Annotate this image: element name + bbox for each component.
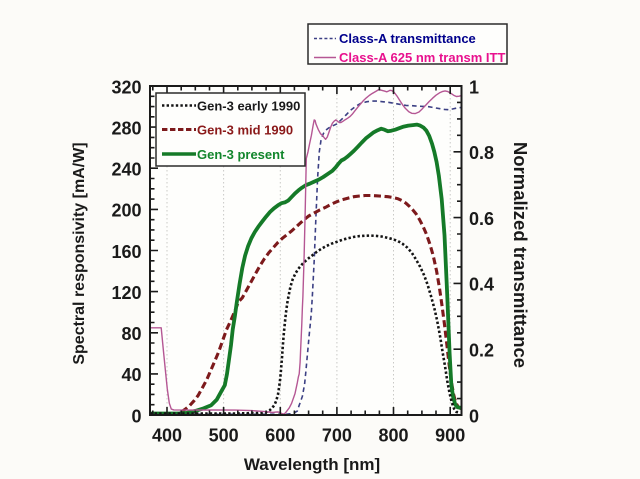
svg-text:Gen-3 mid 1990: Gen-3 mid 1990 [197, 123, 293, 138]
svg-text:Gen-3 early 1990: Gen-3 early 1990 [197, 99, 300, 114]
svg-text:700: 700 [322, 426, 352, 446]
svg-text:800: 800 [378, 426, 408, 446]
svg-text:0.8: 0.8 [469, 143, 494, 163]
svg-text:0: 0 [131, 406, 141, 426]
svg-text:Class-A transmittance: Class-A transmittance [339, 31, 476, 46]
svg-text:Gen-3 present: Gen-3 present [197, 147, 285, 162]
svg-text:160: 160 [111, 242, 141, 262]
svg-text:900: 900 [435, 426, 465, 446]
svg-text:1: 1 [469, 77, 479, 97]
svg-text:120: 120 [111, 283, 141, 303]
svg-text:200: 200 [111, 201, 141, 221]
svg-text:400: 400 [152, 426, 182, 446]
svg-text:Spectral responsivity [mA/W]: Spectral responsivity [mA/W] [71, 142, 88, 364]
svg-text:240: 240 [111, 160, 141, 180]
svg-text:0.6: 0.6 [469, 209, 494, 229]
svg-text:0: 0 [469, 406, 479, 426]
svg-text:Wavelength [nm]: Wavelength [nm] [244, 455, 380, 474]
svg-text:0.4: 0.4 [469, 275, 494, 295]
svg-text:40: 40 [121, 365, 141, 385]
svg-text:280: 280 [111, 118, 141, 138]
svg-text:0.2: 0.2 [469, 341, 494, 361]
svg-text:600: 600 [265, 426, 295, 446]
svg-text:500: 500 [209, 426, 239, 446]
svg-text:Normalized transmittance: Normalized transmittance [510, 142, 531, 368]
svg-text:80: 80 [121, 324, 141, 344]
svg-text:320: 320 [111, 77, 141, 97]
svg-text:Class-A 625 nm transm ITT: Class-A 625 nm transm ITT [339, 50, 505, 65]
